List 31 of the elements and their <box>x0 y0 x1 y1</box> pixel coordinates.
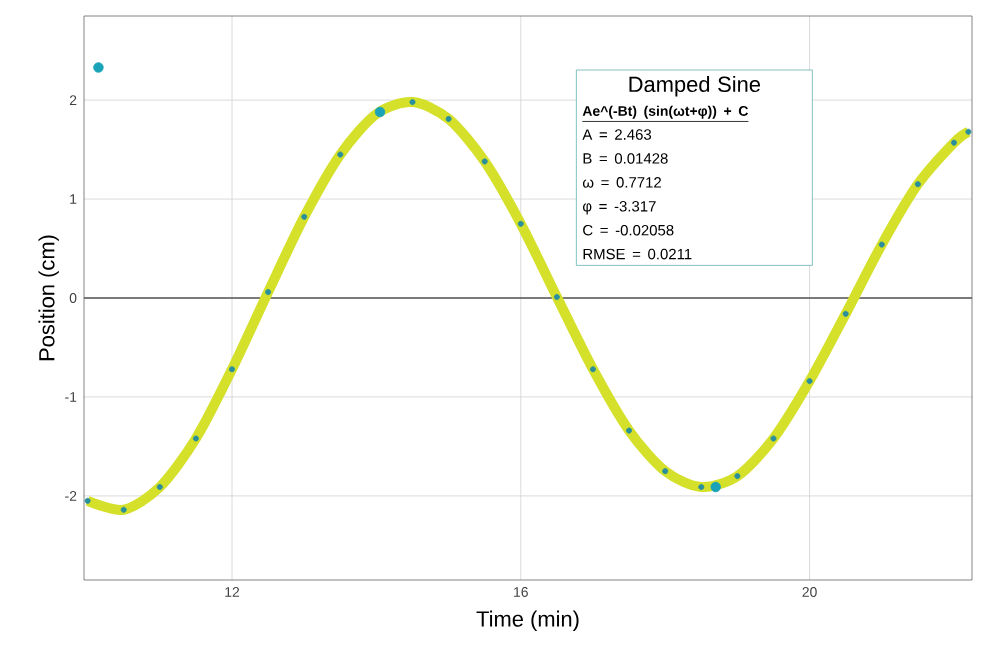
point <box>710 481 721 493</box>
annotation: Damped Sine <box>629 75 761 97</box>
point <box>445 115 452 122</box>
point <box>192 435 199 442</box>
point <box>409 99 416 106</box>
point <box>806 378 813 385</box>
point <box>662 468 669 475</box>
point <box>626 427 633 434</box>
point <box>84 497 91 504</box>
point <box>914 181 921 188</box>
point <box>698 483 705 490</box>
point <box>770 435 777 442</box>
point <box>93 62 104 73</box>
point <box>734 473 741 480</box>
point <box>156 483 163 490</box>
point <box>265 289 272 296</box>
x-axis-title: Time (min) <box>476 610 579 632</box>
point <box>553 294 560 301</box>
point <box>301 213 308 220</box>
point <box>374 106 386 118</box>
point <box>517 220 524 227</box>
point <box>965 128 972 135</box>
point <box>589 366 596 373</box>
point <box>878 241 885 248</box>
point <box>481 158 488 165</box>
point <box>120 506 127 513</box>
point <box>842 310 849 317</box>
point <box>337 151 344 158</box>
point <box>950 139 957 146</box>
y-axis-title: Position (cm) <box>38 235 59 361</box>
point <box>229 366 235 373</box>
